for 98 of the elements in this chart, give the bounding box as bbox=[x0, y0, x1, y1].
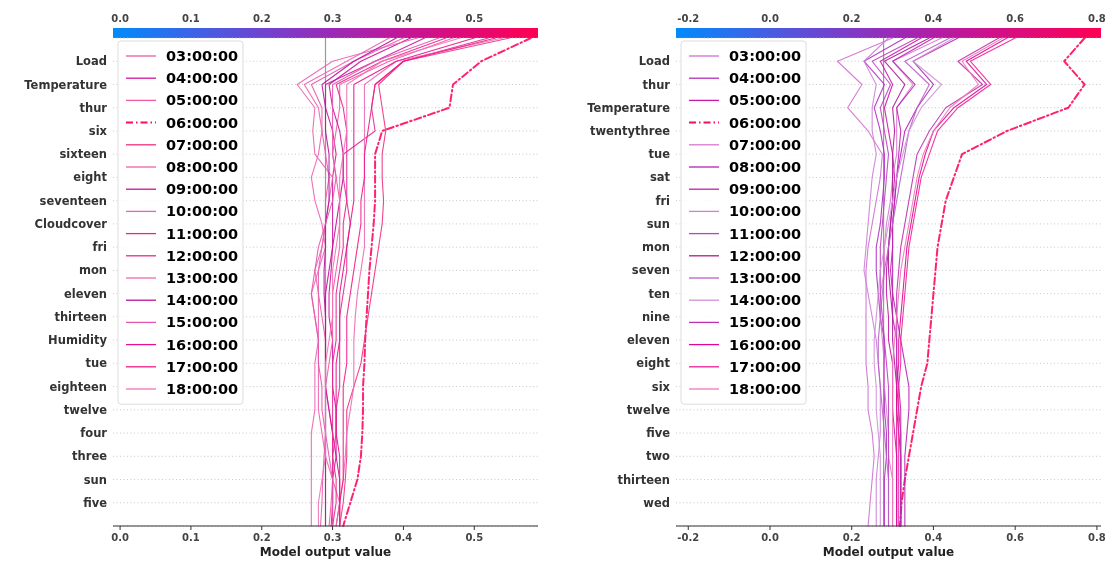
x-tick-label: 0.0 bbox=[761, 532, 779, 543]
y-tick-label: eleven bbox=[63, 286, 107, 301]
x-axis-title: Model output value bbox=[822, 545, 955, 559]
y-tick-label: six bbox=[651, 379, 671, 394]
y-tick-label: two bbox=[645, 449, 671, 464]
legend-label: 16:00:00 bbox=[166, 336, 239, 353]
y-tick-label: tue bbox=[648, 147, 671, 162]
legend-label: 15:00:00 bbox=[166, 314, 239, 331]
legend-label: 06:00:00 bbox=[729, 114, 802, 131]
y-tick-label: Temperature bbox=[587, 100, 671, 115]
color-bar-label: -0.2 bbox=[677, 13, 700, 24]
x-tick-label: 0.6 bbox=[1006, 532, 1025, 543]
y-tick-label: tue bbox=[85, 356, 108, 371]
y-tick-label: five bbox=[646, 426, 671, 441]
y-tick-label: eighteen bbox=[49, 379, 107, 394]
color-bar-label: 0.2 bbox=[842, 13, 861, 24]
y-tick-label: Temperature bbox=[24, 77, 108, 92]
legend-label: 06:00:00 bbox=[166, 114, 239, 131]
legend-label: 07:00:00 bbox=[166, 136, 239, 153]
color-bar-label: 0.6 bbox=[1006, 13, 1025, 24]
y-tick-label: thirteen bbox=[617, 472, 670, 487]
color-bar-label: 0.1 bbox=[182, 13, 200, 24]
y-tick-label: fri bbox=[92, 240, 107, 255]
y-tick-label: three bbox=[72, 449, 108, 464]
x-tick-label: 0.2 bbox=[252, 532, 271, 543]
x-axis-title: Model output value bbox=[259, 545, 392, 559]
legend-label: 07:00:00 bbox=[729, 136, 802, 153]
color-bar-label: 0.3 bbox=[323, 13, 342, 24]
legend-label: 11:00:00 bbox=[729, 225, 802, 242]
legend-label: 03:00:00 bbox=[729, 48, 802, 65]
legend-label: 14:00:00 bbox=[166, 292, 239, 309]
y-tick-label: sun bbox=[83, 472, 107, 487]
legend-label: 09:00:00 bbox=[729, 181, 802, 198]
y-tick-label: twentythree bbox=[589, 123, 671, 138]
y-tick-label: seventeen bbox=[39, 193, 107, 208]
color-bar-label: 0.5 bbox=[465, 13, 484, 24]
legend-label: 05:00:00 bbox=[729, 92, 802, 109]
y-tick-label: thur bbox=[642, 77, 671, 92]
color-bar-label: 0.4 bbox=[924, 13, 943, 24]
y-tick-label: wed bbox=[643, 495, 670, 510]
x-tick-label: 0.8 bbox=[1088, 532, 1106, 543]
legend-label: 18:00:00 bbox=[166, 381, 239, 398]
legend-label: 18:00:00 bbox=[729, 381, 802, 398]
legend-label: 13:00:00 bbox=[166, 270, 239, 287]
y-tick-label: fri bbox=[655, 193, 670, 208]
legend-label: 10:00:00 bbox=[166, 203, 239, 220]
color-bar-label: 0.8 bbox=[1088, 13, 1106, 24]
x-tick-label: 0.2 bbox=[842, 532, 861, 543]
color-bar-label: 0.0 bbox=[761, 13, 779, 24]
y-tick-label: twelve bbox=[63, 402, 108, 417]
y-tick-label: Humidity bbox=[48, 333, 108, 348]
y-tick-label: sun bbox=[646, 216, 670, 231]
y-tick-label: thur bbox=[79, 100, 108, 115]
legend-label: 12:00:00 bbox=[729, 247, 802, 264]
y-tick-label: twelve bbox=[626, 402, 671, 417]
legend-label: 08:00:00 bbox=[729, 159, 802, 176]
y-tick-label: four bbox=[80, 426, 108, 441]
legend-label: 08:00:00 bbox=[166, 159, 239, 176]
y-tick-label: Load bbox=[75, 54, 107, 69]
y-tick-label: mon bbox=[78, 263, 107, 278]
legend-label: 05:00:00 bbox=[166, 92, 239, 109]
y-tick-label: eight bbox=[73, 170, 108, 185]
x-tick-label: 0.4 bbox=[394, 532, 413, 543]
x-tick-label: 0.0 bbox=[111, 532, 129, 543]
y-tick-label: mon bbox=[641, 240, 670, 255]
y-tick-label: six bbox=[88, 123, 108, 138]
y-tick-label: Load bbox=[638, 54, 670, 69]
x-tick-label: -0.2 bbox=[677, 532, 700, 543]
legend-label: 12:00:00 bbox=[166, 247, 239, 264]
x-tick-label: 0.4 bbox=[924, 532, 943, 543]
legend-label: 17:00:00 bbox=[729, 358, 802, 375]
legend-label: 09:00:00 bbox=[166, 181, 239, 198]
y-tick-label: sixteen bbox=[59, 147, 107, 162]
y-tick-label: sat bbox=[649, 170, 671, 185]
legend-label: 16:00:00 bbox=[729, 336, 802, 353]
x-tick-label: 0.1 bbox=[182, 532, 200, 543]
x-tick-label: 0.5 bbox=[465, 532, 484, 543]
legend-label: 03:00:00 bbox=[166, 48, 239, 65]
y-tick-label: seven bbox=[631, 263, 670, 278]
color-bar-label: 0.2 bbox=[252, 13, 271, 24]
legend-label: 15:00:00 bbox=[729, 314, 802, 331]
y-tick-label: nine bbox=[641, 309, 671, 324]
y-tick-label: five bbox=[83, 495, 108, 510]
y-tick-label: thirteen bbox=[54, 309, 107, 324]
y-tick-label: eight bbox=[636, 356, 671, 371]
y-tick-label: Cloudcover bbox=[34, 216, 108, 231]
legend-label: 17:00:00 bbox=[166, 358, 239, 375]
legend-label: 13:00:00 bbox=[729, 270, 802, 287]
legend-label: 11:00:00 bbox=[166, 225, 239, 242]
color-bar-label: 0.4 bbox=[394, 13, 413, 24]
color-bar-label: 0.0 bbox=[111, 13, 129, 24]
legend-label: 04:00:00 bbox=[729, 70, 802, 87]
y-tick-label: eleven bbox=[626, 333, 670, 348]
legend-label: 14:00:00 bbox=[729, 292, 802, 309]
legend-label: 10:00:00 bbox=[729, 203, 802, 220]
x-tick-label: 0.3 bbox=[323, 532, 342, 543]
legend-label: 04:00:00 bbox=[166, 70, 239, 87]
y-tick-label: ten bbox=[648, 286, 670, 301]
